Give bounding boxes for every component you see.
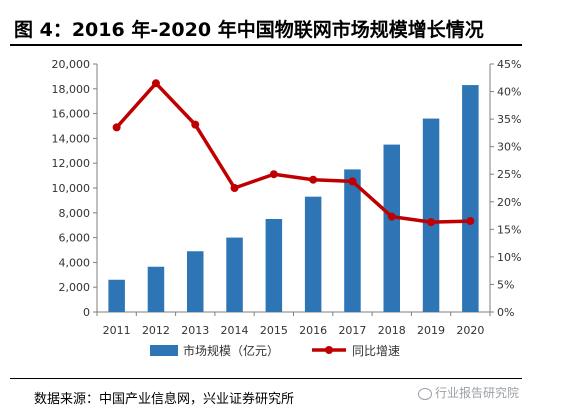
left-tick-label: 0 bbox=[83, 306, 90, 319]
right-tick-label: 15% bbox=[497, 223, 521, 236]
right-tick-label: 45% bbox=[497, 58, 521, 71]
right-tick-label: 40% bbox=[497, 86, 521, 99]
right-tick-label: 10% bbox=[497, 251, 521, 264]
x-tick-label: 2020 bbox=[456, 324, 484, 337]
left-tick-label: 4,000 bbox=[59, 256, 91, 269]
right-tick-label: 0% bbox=[497, 306, 514, 319]
line-point bbox=[427, 218, 436, 227]
divider bbox=[10, 378, 522, 379]
left-tick-label: 16,000 bbox=[52, 108, 91, 121]
wechat-icon bbox=[418, 387, 432, 400]
x-tick-label: 2016 bbox=[299, 324, 327, 337]
right-tick-label: 35% bbox=[497, 113, 521, 126]
data-source: 数据来源：中国产业信息网，兴业证券研究所 bbox=[34, 392, 295, 407]
page-title: 图 4：2016 年-2020 年中国物联网市场规模增长情况 bbox=[14, 19, 484, 41]
x-tick-label: 2018 bbox=[378, 324, 406, 337]
line-point bbox=[112, 123, 121, 132]
x-tick-label: 2014 bbox=[221, 324, 249, 337]
left-tick-label: 18,000 bbox=[52, 83, 91, 96]
x-tick-label: 2017 bbox=[338, 324, 366, 337]
watermark-text: 行业报告研究院 bbox=[435, 386, 520, 400]
x-tick-label: 2015 bbox=[260, 324, 288, 337]
bar bbox=[226, 237, 243, 312]
left-tick-label: 2,000 bbox=[59, 281, 91, 294]
bar bbox=[462, 85, 479, 312]
bar bbox=[147, 266, 165, 312]
bar bbox=[265, 219, 283, 312]
line-point bbox=[387, 212, 396, 221]
bar bbox=[383, 144, 401, 312]
bar bbox=[344, 169, 361, 312]
x-tick-label: 2013 bbox=[181, 324, 209, 337]
line-point bbox=[466, 217, 475, 226]
line-point bbox=[309, 175, 318, 184]
bar bbox=[304, 196, 322, 312]
line-point bbox=[348, 177, 357, 186]
line-point bbox=[230, 184, 239, 192]
line-point bbox=[191, 120, 200, 129]
legend-line-marker bbox=[325, 346, 333, 354]
legend-bar-label: 市场规模（亿元） bbox=[183, 343, 279, 358]
right-tick-label: 30% bbox=[497, 141, 521, 154]
x-tick-label: 2012 bbox=[142, 324, 170, 337]
line-point bbox=[269, 170, 278, 179]
right-tick-label: 5% bbox=[497, 278, 514, 291]
left-tick-label: 20,000 bbox=[52, 58, 91, 71]
title-bar: 图 4：2016 年-2020 年中国物联网市场规模增长情况 bbox=[10, 10, 522, 46]
right-tick-label: 20% bbox=[497, 196, 521, 209]
left-tick-label: 6,000 bbox=[59, 232, 91, 245]
line-point bbox=[151, 79, 160, 88]
bar bbox=[108, 279, 125, 312]
left-tick-label: 14,000 bbox=[52, 132, 91, 145]
left-tick-label: 8,000 bbox=[59, 207, 91, 220]
left-tick-label: 12,000 bbox=[52, 157, 91, 170]
x-tick-label: 2019 bbox=[417, 324, 445, 337]
legend-line-label: 同比增速 bbox=[352, 344, 400, 358]
left-tick-label: 10,000 bbox=[52, 182, 91, 195]
bar bbox=[422, 118, 440, 312]
x-tick-label: 2011 bbox=[103, 324, 131, 337]
growth-line bbox=[115, 81, 471, 224]
legend-bar-swatch bbox=[150, 345, 178, 356]
bar bbox=[186, 251, 204, 312]
watermark: 行业报告研究院 bbox=[418, 384, 519, 401]
right-tick-label: 25% bbox=[497, 168, 521, 181]
